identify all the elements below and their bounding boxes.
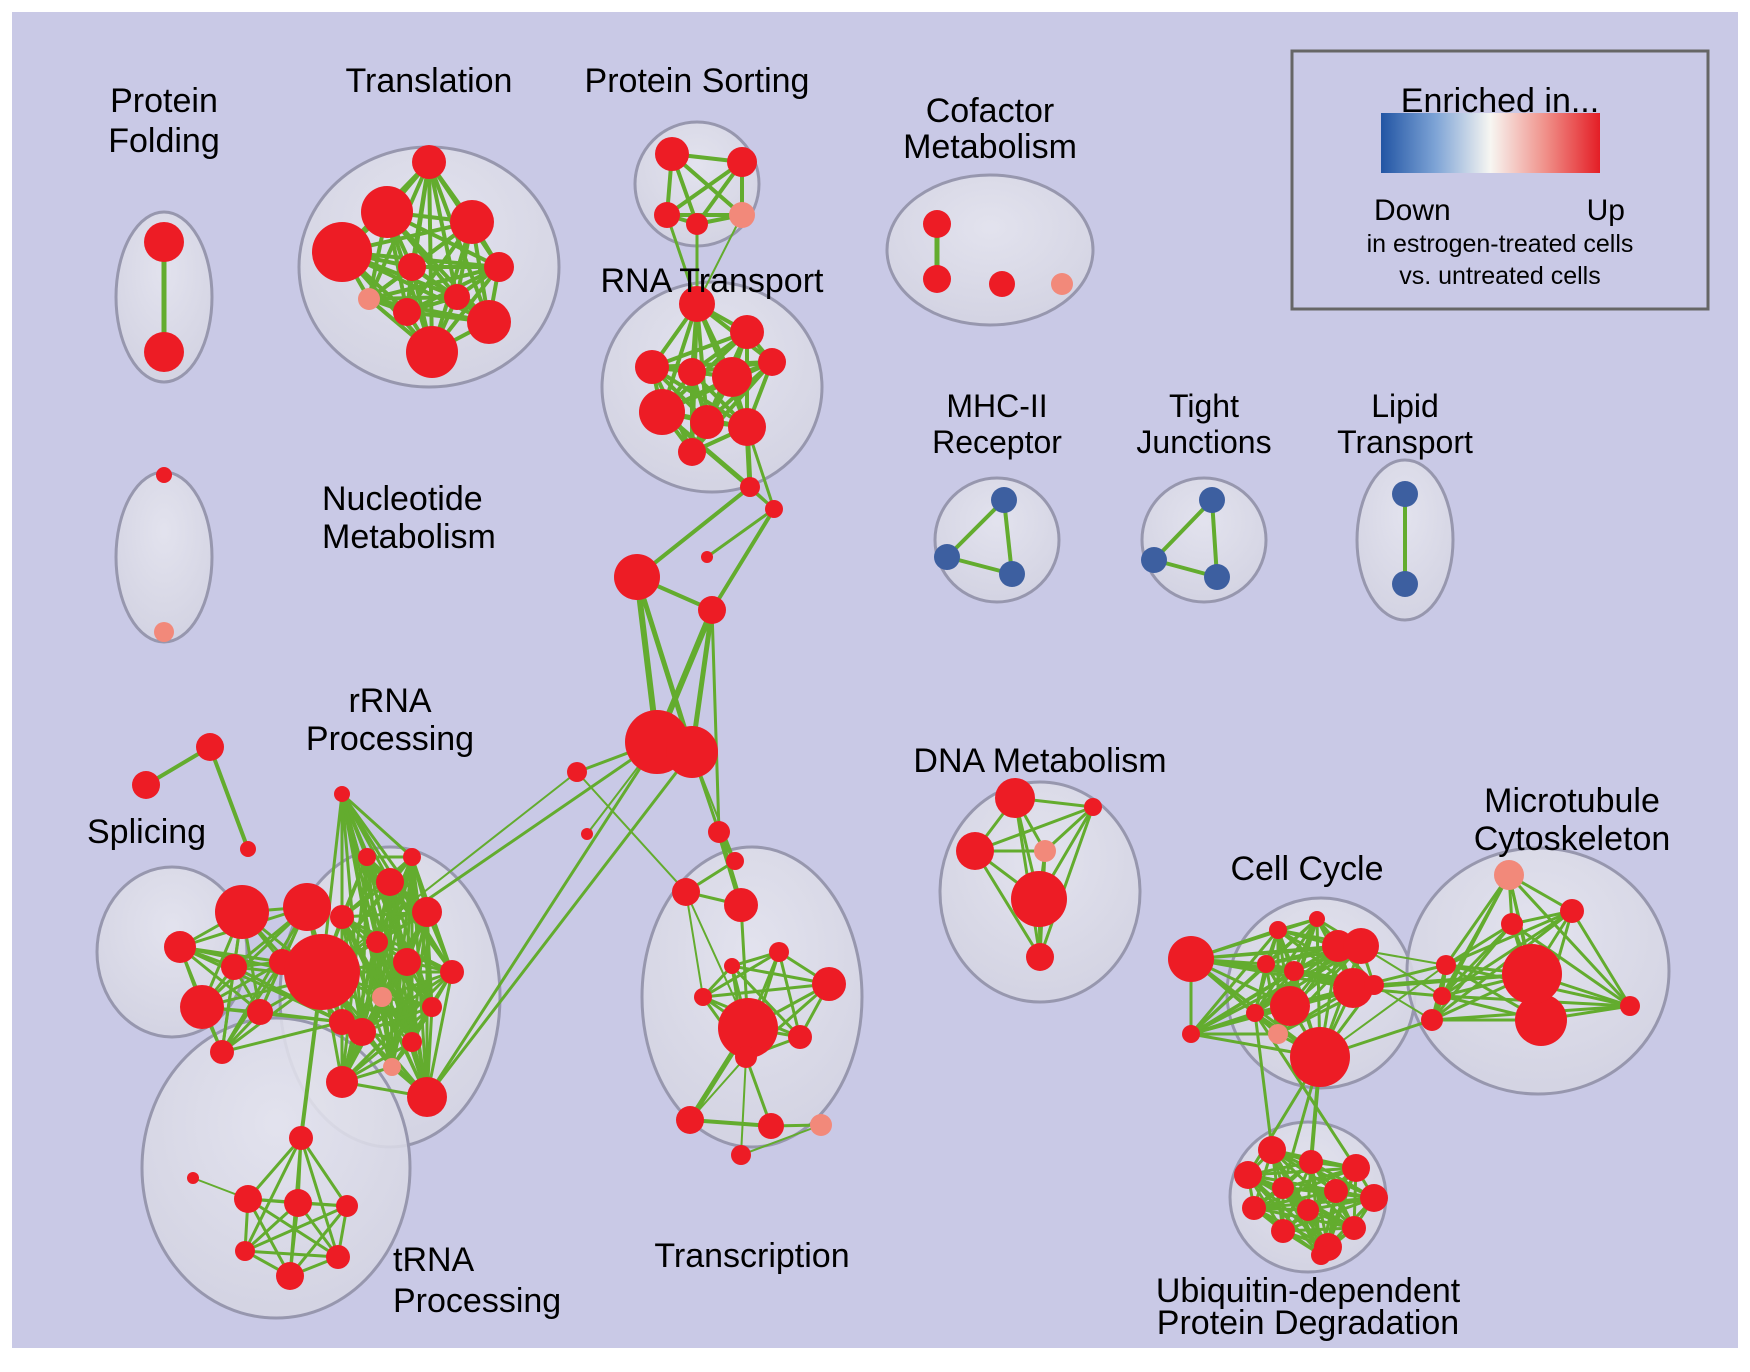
- svg-text:Translation: Translation: [346, 62, 513, 100]
- svg-text:vs. untreated cells: vs. untreated cells: [1399, 262, 1601, 290]
- svg-text:Receptor: Receptor: [932, 424, 1062, 460]
- svg-text:DNA Metabolism: DNA Metabolism: [913, 742, 1166, 780]
- svg-text:RNA Transport: RNA Transport: [601, 262, 825, 300]
- svg-text:Transcription: Transcription: [654, 1237, 849, 1275]
- svg-text:Junctions: Junctions: [1136, 424, 1271, 460]
- svg-text:Transport: Transport: [1337, 424, 1473, 460]
- svg-text:Cell Cycle: Cell Cycle: [1230, 850, 1383, 888]
- svg-text:Processing: Processing: [306, 720, 474, 758]
- svg-text:Lipid: Lipid: [1371, 388, 1439, 424]
- svg-text:rRNA: rRNA: [348, 682, 431, 720]
- svg-text:Tight: Tight: [1169, 388, 1239, 424]
- svg-text:Cofactor: Cofactor: [926, 92, 1055, 130]
- svg-text:Up: Up: [1587, 194, 1625, 227]
- svg-text:Nucleotide: Nucleotide: [322, 480, 483, 518]
- svg-text:Protein Sorting: Protein Sorting: [585, 62, 810, 100]
- svg-text:in estrogen-treated cells: in estrogen-treated cells: [1367, 230, 1634, 258]
- svg-text:Microtubule: Microtubule: [1484, 782, 1660, 820]
- svg-text:MHC-II: MHC-II: [946, 388, 1047, 424]
- svg-text:Protein: Protein: [110, 82, 218, 120]
- svg-text:Protein Degradation: Protein Degradation: [1157, 1304, 1459, 1342]
- svg-text:Folding: Folding: [108, 122, 220, 160]
- svg-text:Splicing: Splicing: [87, 813, 206, 851]
- svg-text:Metabolism: Metabolism: [322, 518, 496, 556]
- svg-text:tRNA: tRNA: [393, 1241, 475, 1279]
- svg-text:Processing: Processing: [393, 1282, 561, 1320]
- svg-text:Down: Down: [1374, 194, 1451, 227]
- svg-text:Metabolism: Metabolism: [903, 128, 1077, 166]
- svg-text:Cytoskeleton: Cytoskeleton: [1474, 820, 1671, 858]
